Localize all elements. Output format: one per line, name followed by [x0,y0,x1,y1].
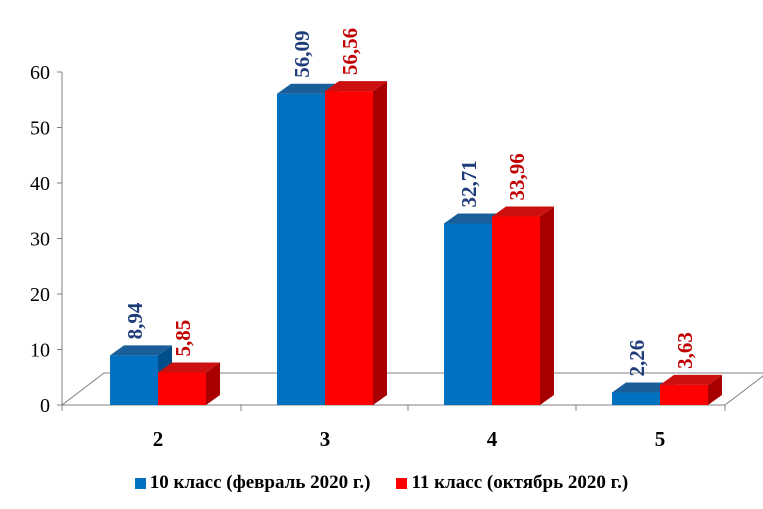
legend-item-11-class: 11 класс (октябрь 2020 г.) [396,472,628,494]
data-label: 3,63 [673,332,697,369]
y-tick-label: 0 [40,395,50,417]
data-label: 8,94 [123,302,147,339]
data-label: 5,85 [171,320,195,357]
bar-top [110,345,172,356]
bar-chart: 0 10 20 30 40 50 60 2 3 4 5 8,94 5,85 56,09 56,56 32,7… [30,28,763,451]
legend-label-11-class: 11 класс (октябрь 2020 г.) [411,472,629,493]
bar-11-class-3 [325,81,387,405]
data-label: 56,56 [338,28,362,75]
bar-top [492,206,554,217]
y-tick-label: 60 [30,62,50,84]
y-tick-label: 30 [30,229,50,251]
data-label: 2,26 [625,340,649,377]
x-category-label: 5 [655,427,666,451]
x-category-label: 4 [487,427,498,451]
legend-swatch-red [396,477,408,489]
bar-top [660,374,722,385]
bar-front [325,91,373,405]
chart-axes: 0 10 20 30 40 50 60 2 3 4 5 [30,62,763,451]
bar-top [158,362,220,373]
legend-item-10-class: 10 класс (февраль 2020 г.) [134,472,371,494]
x-category-label: 2 [153,427,164,451]
bar-front [612,392,660,405]
chart-bars [110,81,722,405]
bar-top [612,382,674,393]
bar-front [277,93,325,405]
bar-front [158,372,206,405]
chart-legend: 10 класс (февраль 2020 г.) 11 класс (окт… [0,472,763,494]
bar-front [444,223,492,405]
bar-top [444,213,506,224]
bar-front [492,216,540,405]
bar-front [660,384,708,405]
chart-data-labels: 8,94 5,85 56,09 56,56 32,71 33,96 2,26 3,63 [123,28,697,377]
data-label: 32,71 [457,160,481,207]
bar-side [373,81,387,405]
bar-top [277,83,339,94]
bar-side [540,206,554,405]
bar-11-class-2 [158,362,220,405]
y-tick-label: 50 [30,118,50,140]
data-label: 33,96 [505,153,529,200]
y-tick-label: 20 [30,284,50,306]
bar-front [110,355,158,405]
y-tick-label: 40 [30,173,50,195]
legend-label-10-class: 10 класс (февраль 2020 г.) [149,472,371,493]
bar-top [325,81,387,92]
bar-side [206,362,220,405]
y-tick-label: 10 [30,340,50,362]
bar-11-class-5 [660,374,722,405]
bar-side [708,374,722,405]
x-category-label: 3 [320,427,331,451]
bar-11-class-4 [492,206,554,405]
data-label: 56,09 [290,30,314,77]
legend-swatch-blue [134,477,146,489]
